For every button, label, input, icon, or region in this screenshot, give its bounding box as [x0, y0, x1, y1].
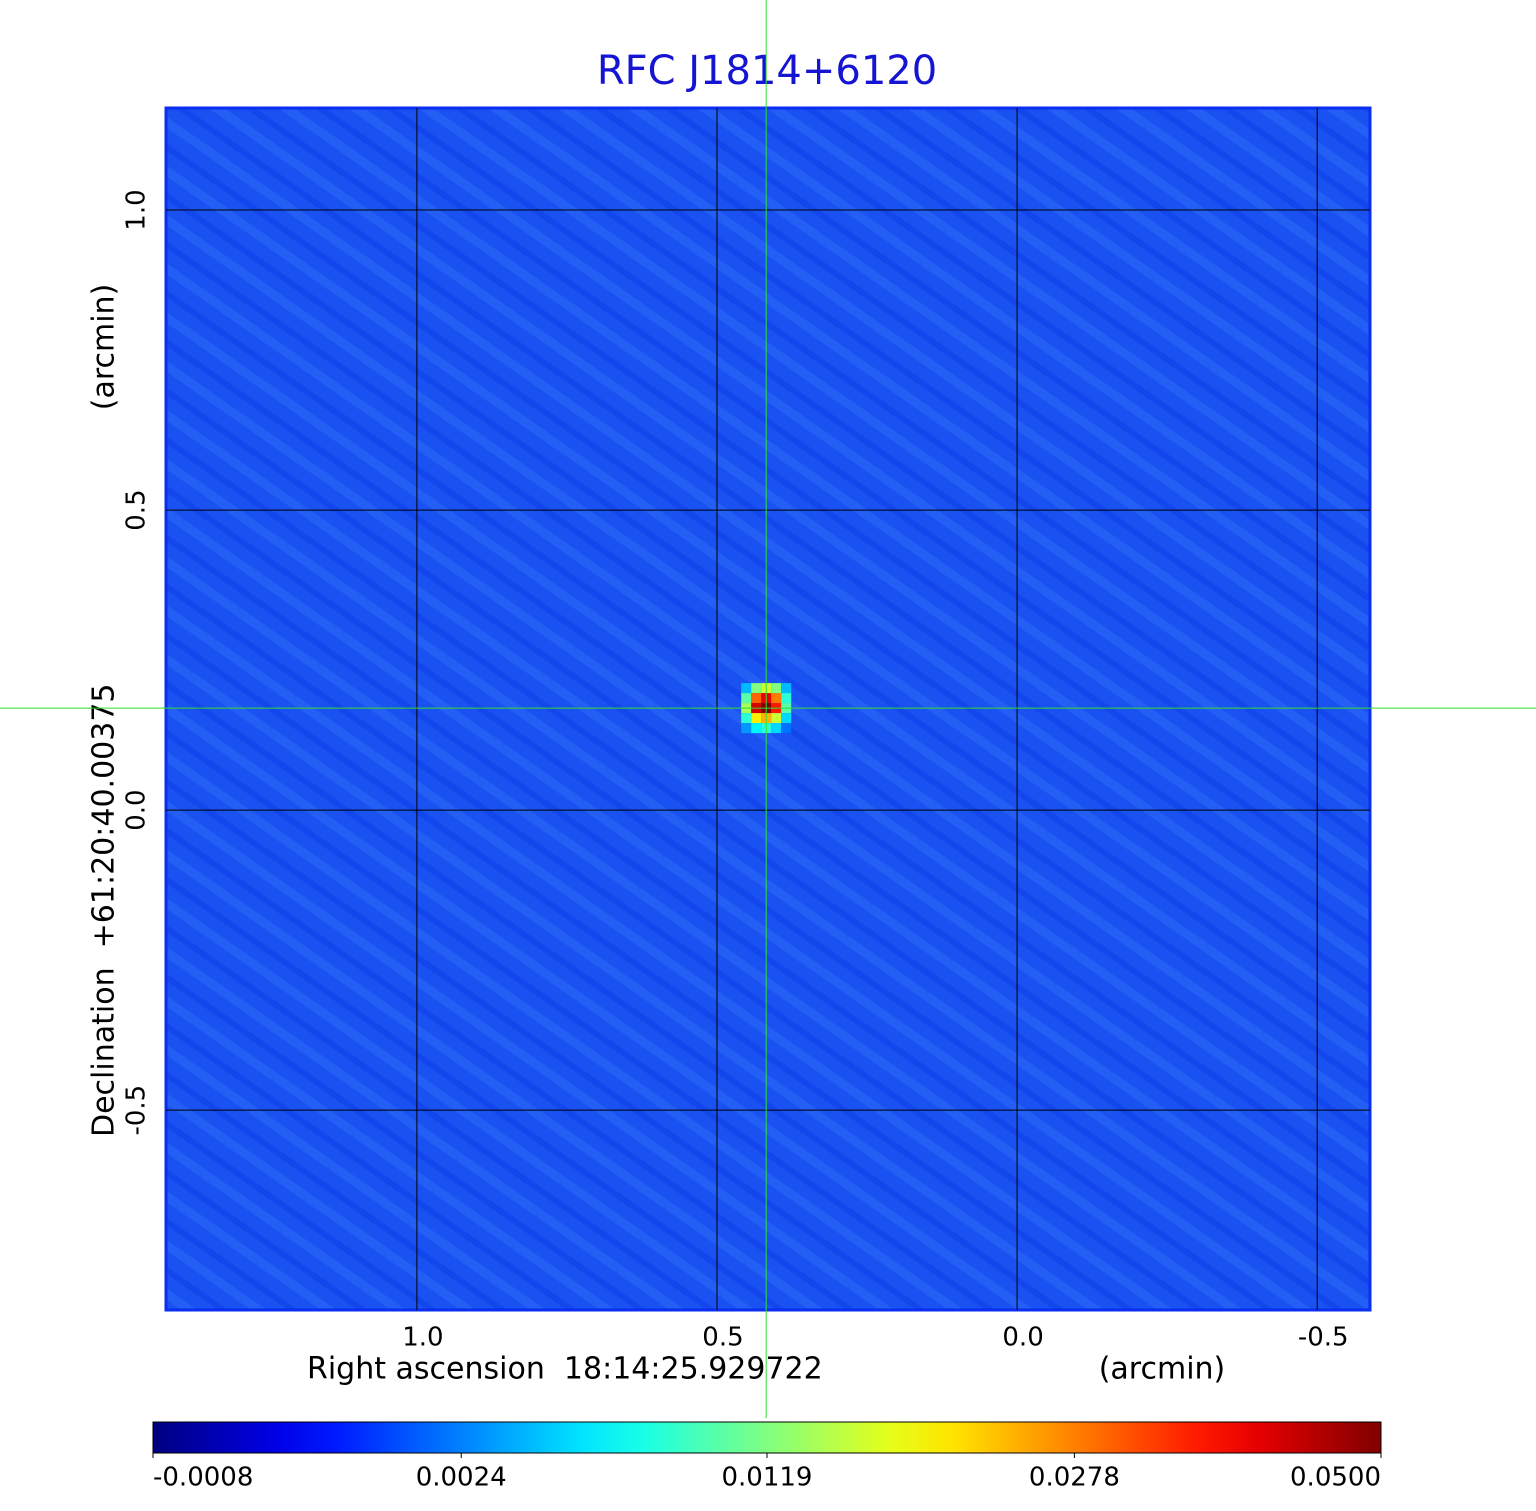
image-pixel — [741, 683, 752, 694]
image-pixel — [771, 723, 782, 734]
image-pixel — [741, 713, 752, 724]
x-tick-label: 0.5 — [702, 1323, 743, 1353]
colorbar-tick-label: 0.0119 — [722, 1463, 813, 1493]
image-pixel — [781, 683, 792, 694]
y-axis-unit: (arcmin) — [87, 284, 122, 411]
colorbar — [152, 1421, 1382, 1454]
image-pixel — [771, 693, 782, 704]
y-tick-label: -0.5 — [122, 1085, 152, 1136]
colorbar-tick-label: 0.0500 — [1290, 1463, 1381, 1493]
x-tick-label: 0.0 — [1002, 1323, 1043, 1353]
image-pixel — [781, 693, 792, 704]
image-pixel — [751, 713, 762, 724]
image-pixel — [751, 693, 762, 704]
image-pixel — [751, 723, 762, 734]
x-axis-unit: (arcmin) — [1099, 1352, 1226, 1387]
x-tick-label: 1.0 — [402, 1323, 443, 1353]
image-pixel — [741, 693, 752, 704]
y-tick-label: 0.0 — [122, 789, 152, 830]
image-pixel — [741, 723, 752, 734]
y-tick-label: 0.5 — [122, 489, 152, 530]
y-axis-label: Declination +61:20:40.00375 — [87, 683, 122, 1137]
colorbar-tick-label: 0.0278 — [1029, 1463, 1120, 1493]
y-tick-label: 1.0 — [122, 189, 152, 230]
colorbar-tick-label: 0.0024 — [416, 1463, 507, 1493]
chart-title: RFC J1814+6120 — [597, 48, 937, 94]
image-pixel — [771, 713, 782, 724]
x-tick-label: -0.5 — [1298, 1323, 1349, 1353]
image-pixel — [781, 723, 792, 734]
image-pixel — [781, 713, 792, 724]
image-pixel — [751, 683, 762, 694]
image-pixel — [771, 683, 782, 694]
x-axis-label: Right ascension 18:14:25.929722 — [307, 1352, 823, 1387]
colorbar-tick-label: -0.0008 — [153, 1463, 253, 1493]
